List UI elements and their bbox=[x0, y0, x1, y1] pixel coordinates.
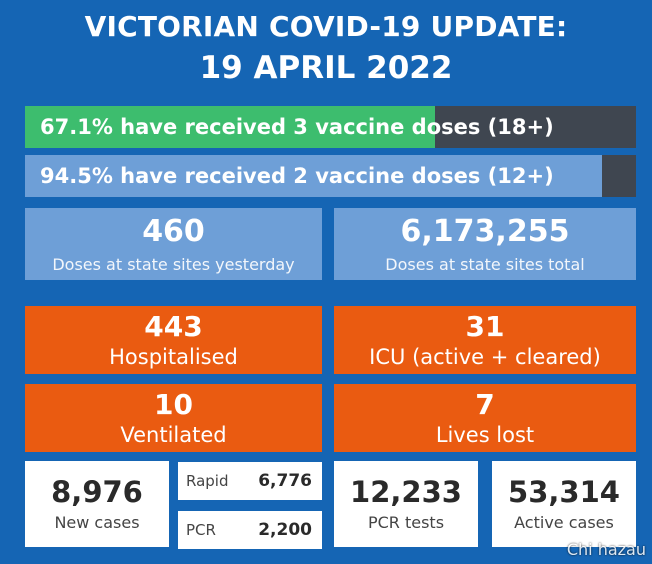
new-cases-label: New cases bbox=[54, 513, 140, 532]
icu-label: ICU (active + cleared) bbox=[369, 345, 601, 369]
doses-yesterday-value: 460 bbox=[142, 214, 205, 249]
doses-total-value: 6,173,255 bbox=[400, 214, 570, 249]
three-doses-fill bbox=[25, 106, 435, 148]
active-cases-card: 53,314 Active cases bbox=[492, 461, 636, 547]
rapid-label: Rapid bbox=[186, 472, 229, 490]
update-date: 19 APRIL 2022 bbox=[199, 50, 453, 86]
icu-value: 31 bbox=[465, 310, 505, 343]
two-doses-label: 94.5% have received 2 vaccine doses (12+… bbox=[40, 164, 554, 188]
lives-lost-value: 7 bbox=[475, 388, 495, 421]
doses-yesterday-card: 460 Doses at state sites yesterday bbox=[25, 208, 322, 280]
pcr-label: PCR bbox=[186, 521, 216, 539]
ventilated-value: 10 bbox=[154, 388, 193, 421]
hospitalised-card: 443 Hospitalised bbox=[25, 306, 322, 374]
active-cases-value: 53,314 bbox=[508, 475, 620, 509]
three-doses-label: 67.1% have received 3 vaccine doses (18+… bbox=[40, 115, 554, 139]
watermark: Chi hazau bbox=[566, 540, 646, 559]
pcr-tests-label: PCR tests bbox=[367, 513, 445, 532]
two-doses-bar: 94.5% have received 2 vaccine doses (12+… bbox=[25, 155, 636, 197]
update-title: VICTORIAN COVID-19 UPDATE: bbox=[84, 10, 568, 43]
doses-total-card: 6,173,255 Doses at state sites total bbox=[334, 208, 636, 280]
lives-lost-card: 7 Lives lost bbox=[334, 384, 636, 452]
pcr-tests-card: 12,233 PCR tests bbox=[334, 461, 478, 547]
pcr-card: PCR 2,200 bbox=[178, 511, 322, 549]
pcr-tests-value: 12,233 bbox=[350, 475, 462, 509]
rapid-value: 6,776 bbox=[258, 471, 312, 491]
ventilated-label: Ventilated bbox=[120, 423, 227, 447]
rapid-card: Rapid 6,776 bbox=[178, 462, 322, 500]
active-cases-label: Active cases bbox=[514, 513, 614, 532]
new-cases-card: 8,976 New cases bbox=[25, 461, 169, 547]
hospitalised-value: 443 bbox=[144, 310, 203, 343]
ventilated-card: 10 Ventilated bbox=[25, 384, 322, 452]
new-cases-value: 8,976 bbox=[51, 475, 143, 509]
doses-total-label: Doses at state sites total bbox=[385, 255, 585, 274]
two-doses-fill bbox=[25, 155, 603, 197]
lives-lost-label: Lives lost bbox=[435, 423, 535, 447]
icu-card: 31 ICU (active + cleared) bbox=[334, 306, 636, 374]
doses-yesterday-label: Doses at state sites yesterday bbox=[52, 255, 295, 274]
three-doses-bar: 67.1% have received 3 vaccine doses (18+… bbox=[25, 106, 636, 148]
hospitalised-label: Hospitalised bbox=[109, 345, 238, 369]
pcr-value: 2,200 bbox=[258, 520, 312, 540]
